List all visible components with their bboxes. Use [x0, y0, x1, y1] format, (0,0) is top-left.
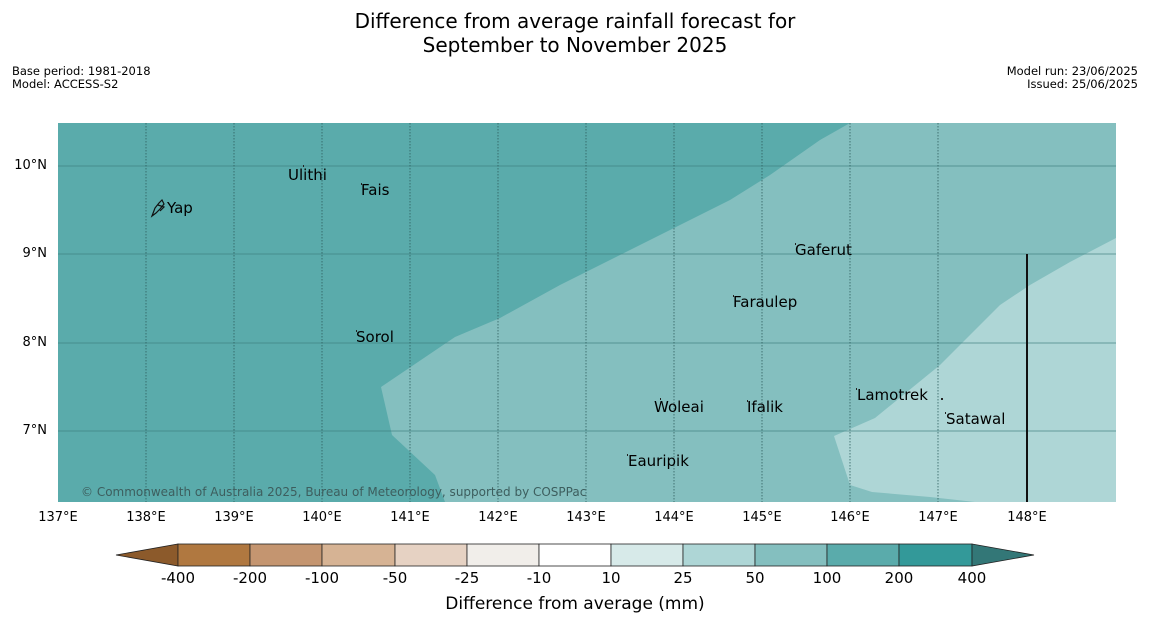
title-line-1: Difference from average rainfall forecas… — [354, 9, 796, 33]
colorbar-tick: -400 — [160, 569, 196, 587]
marker-satawal — [945, 412, 946, 414]
lon-label-143e: 143°E — [566, 510, 606, 525]
chart-title: Difference from average rainfall forecas… — [0, 9, 1150, 57]
marker-fais — [361, 183, 362, 185]
title-line-2: September to November 2025 — [422, 33, 728, 57]
place-satawal: Satawal — [946, 410, 1006, 428]
marker-lamotrek-island — [941, 398, 943, 400]
place-faraulep: Faraulep — [733, 293, 798, 311]
lat-label-7n: 7°N — [22, 423, 48, 438]
place-sorol: Sorol — [356, 328, 394, 346]
longitude-lines — [145, 123, 939, 502]
colorbar-extend-high — [971, 543, 1035, 567]
lon-label-146e: 146°E — [830, 510, 870, 525]
lat-label-8n: 8°N — [22, 335, 48, 350]
lon-label-147e: 147°E — [918, 510, 958, 525]
lon-label-139e: 139°E — [214, 510, 254, 525]
copyright-notice: © Commonwealth of Australia 2025, Bureau… — [81, 485, 587, 499]
lon-label-145e: 145°E — [742, 510, 782, 525]
model-run: Model run: 23/06/2025 — [1006, 64, 1138, 78]
colorbar-tick: 100 — [812, 569, 842, 587]
colorbar-tick: 25 — [673, 569, 693, 587]
colorbar-label: Difference from average (mm) — [445, 594, 705, 614]
marker-ulithi — [303, 165, 304, 167]
marker-sorol — [356, 330, 357, 332]
colorbar-tick: -10 — [526, 569, 552, 587]
marker-faraulep — [733, 295, 734, 297]
colorbar-tick: -200 — [232, 569, 268, 587]
place-ulithi: Ulithi — [288, 166, 327, 184]
base-period: Base period: 1981-2018 — [12, 64, 151, 78]
place-yap: Yap — [167, 199, 193, 217]
marker-eauripik — [627, 454, 628, 456]
place-gaferut: Gaferut — [795, 241, 852, 259]
lon-label-141e: 141°E — [390, 510, 430, 525]
colorbar — [115, 543, 1035, 567]
place-fais: Fais — [361, 181, 390, 199]
lat-label-9n: 9°N — [22, 246, 48, 261]
yap-island-outline — [150, 198, 166, 218]
meta-left: Base period: 1981-2018 Model: ACCESS-S2 — [12, 65, 151, 91]
colorbar-tick: -100 — [304, 569, 340, 587]
lon-label-144e: 144°E — [654, 510, 694, 525]
marker-ifalik — [747, 400, 748, 402]
lon-label-148e: 148°E — [1007, 510, 1047, 525]
colorbar-tick: 50 — [745, 569, 765, 587]
lon-label-140e: 140°E — [302, 510, 342, 525]
colorbar-tick: -50 — [382, 569, 408, 587]
marker-woleai — [660, 398, 661, 400]
model-name: Model: ACCESS-S2 — [12, 77, 119, 91]
meta-right: Model run: 23/06/2025 Issued: 25/06/2025 — [1007, 65, 1138, 91]
marker-lamotrek — [856, 388, 857, 390]
colorbar-tick: 400 — [957, 569, 987, 587]
region-25-50 — [834, 238, 1116, 502]
colorbar-tick: 10 — [601, 569, 621, 587]
colorbar-tick: 200 — [884, 569, 914, 587]
lon-label-138e: 138°E — [126, 510, 166, 525]
lat-label-10n: 10°N — [14, 158, 47, 173]
issued-date: Issued: 25/06/2025 — [1027, 77, 1138, 91]
colorbar-tick: -25 — [454, 569, 480, 587]
lon-label-137e: 137°E — [38, 510, 78, 525]
place-woleai: Woleai — [654, 398, 704, 416]
lon-label-142e: 142°E — [478, 510, 518, 525]
marker-gaferut — [795, 243, 796, 245]
place-ifalik: Ifalik — [747, 398, 783, 416]
place-lamotrek: Lamotrek — [857, 386, 928, 404]
place-eauripik: Eauripik — [628, 452, 689, 470]
colorbar-extend-low — [115, 543, 179, 567]
